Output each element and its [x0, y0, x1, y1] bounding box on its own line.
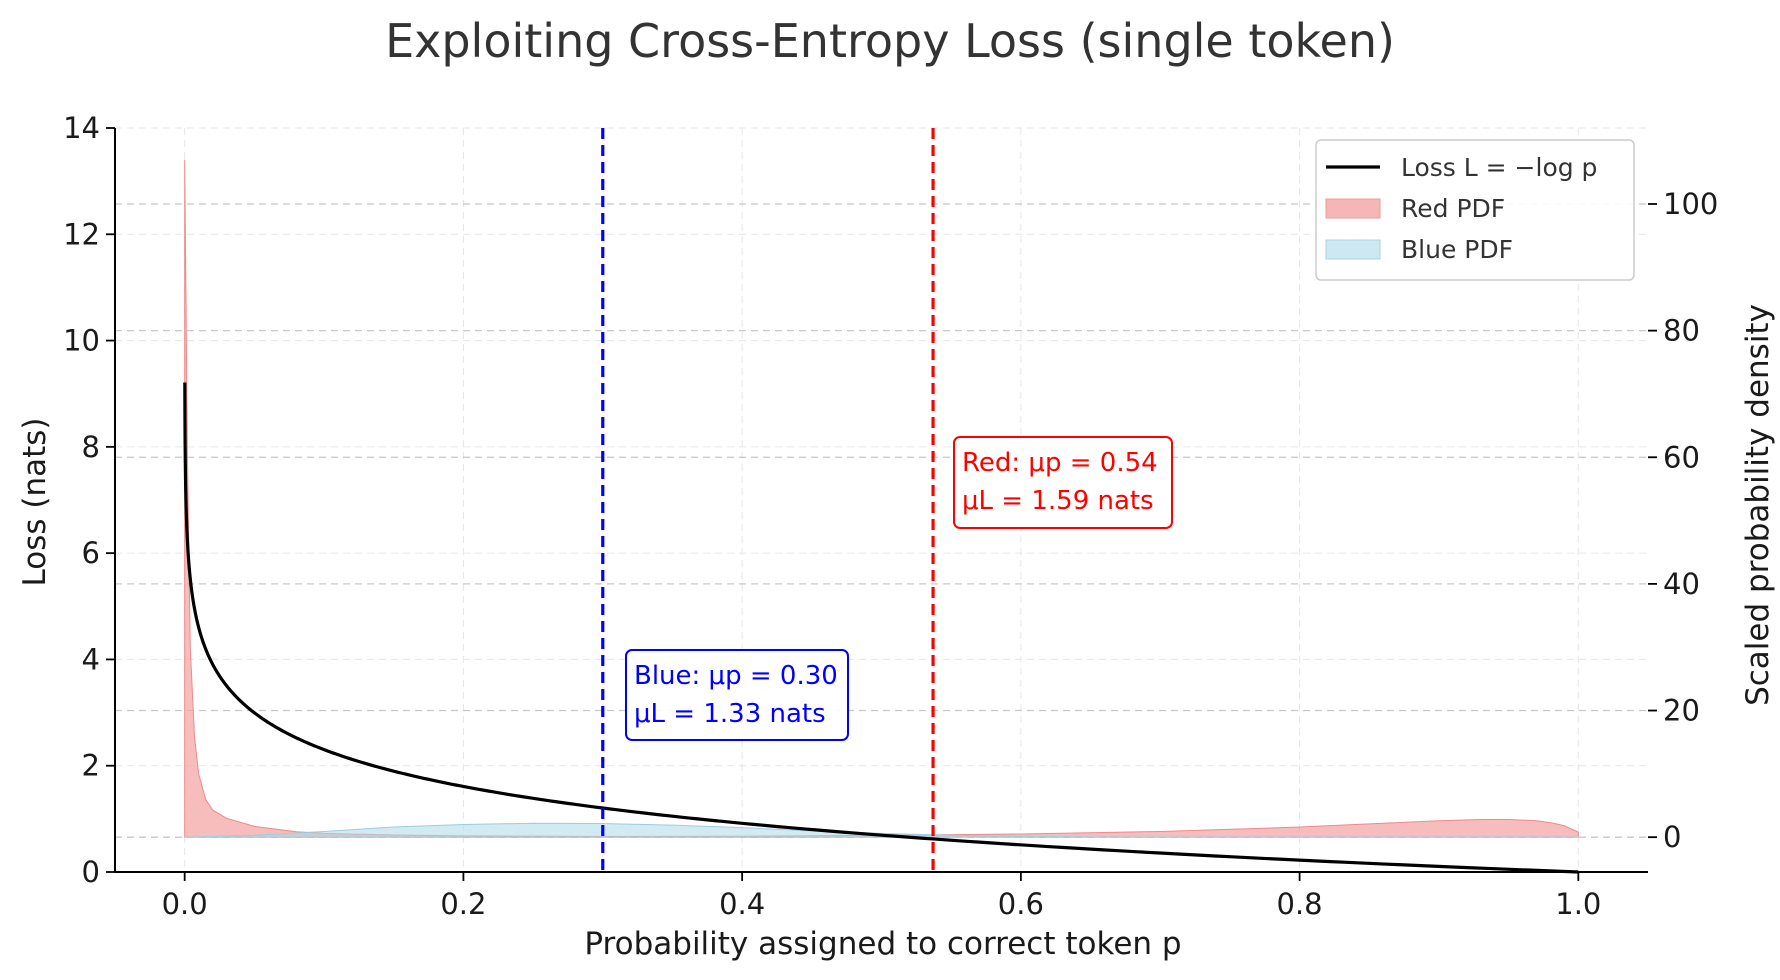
blue-annotation-line: Blue: μp = 0.30 — [634, 661, 838, 691]
chart-title: Exploiting Cross-Entropy Loss (single to… — [385, 14, 1395, 68]
red-annotation: Red: μp = 0.54 μL = 1.59 nats — [953, 436, 1173, 529]
blue-annotation: Blue: μp = 0.30 μL = 1.33 nats — [625, 649, 849, 741]
y-tick-label: 8 — [82, 430, 100, 464]
red-annotation-line: μL = 1.59 nats — [962, 486, 1154, 516]
loss-line-layer — [183, 382, 1579, 874]
red-annotation-box — [953, 436, 1173, 529]
y-tick-label: 6 — [82, 536, 100, 570]
legend-label: Loss L = −log p — [1401, 153, 1597, 182]
annotations: Blue: μp = 0.30 μL = 1.33 nats Red: μp = 0… — [625, 436, 1173, 741]
legend-patch-swatch — [1325, 239, 1381, 260]
blue-annotation-box — [625, 649, 849, 741]
legend-label: Red PDF — [1401, 194, 1505, 223]
mean-lines — [601, 128, 935, 872]
blue-pdf-area — [183, 822, 1579, 838]
loss-line — [183, 382, 1579, 874]
x-tick-label: 0.8 — [1277, 887, 1323, 921]
axes: 0.0 0.2 0.4 0.6 0.8 1.0 0 2 4 6 8 10 12 14 0 20 40 60 80 10… — [63, 111, 1718, 921]
blue-annotation-line: μL = 1.33 nats — [634, 699, 826, 729]
y-tick-label: 10 — [63, 324, 100, 358]
y2-tick-label: 20 — [1663, 694, 1700, 728]
y2-tick-label: 40 — [1663, 567, 1700, 601]
legend-box — [1315, 139, 1635, 281]
x-tick-label: 0.0 — [162, 887, 208, 921]
legend-label: Blue PDF — [1401, 235, 1513, 264]
x-tick-label: 0.4 — [719, 887, 765, 921]
legend-entry: Red PDF — [1325, 194, 1505, 223]
y2-tick-label: 100 — [1663, 187, 1718, 221]
x-tick-label: 1.0 — [1555, 887, 1601, 921]
legend-patch-swatch — [1325, 198, 1381, 219]
y-tick-label: 14 — [63, 111, 100, 145]
y2-axis-label: Scaled probability density — [1740, 304, 1776, 706]
legend-entry: Loss L = −log p — [1326, 153, 1597, 182]
red-annotation-line: Red: μp = 0.54 — [962, 448, 1158, 478]
legend: Loss L = −log p Red PDF Blue PDF — [1315, 139, 1635, 281]
y-tick-label: 0 — [82, 855, 100, 889]
y2-tick-label: 80 — [1663, 314, 1700, 348]
y2-tick-label: 0 — [1663, 820, 1681, 854]
y2-tick-label: 60 — [1663, 440, 1700, 474]
x-axis-label: Probability assigned to correct token p — [584, 926, 1181, 962]
pdf-areas — [183, 159, 1579, 838]
y-tick-label: 4 — [82, 642, 100, 676]
x-tick-label: 0.6 — [998, 887, 1044, 921]
legend-entry: Blue PDF — [1325, 235, 1513, 264]
y-axis-label: Loss (nats) — [17, 418, 53, 587]
x-tick-label: 0.2 — [440, 887, 486, 921]
y-tick-label: 12 — [63, 217, 100, 251]
y-tick-label: 2 — [82, 749, 100, 783]
